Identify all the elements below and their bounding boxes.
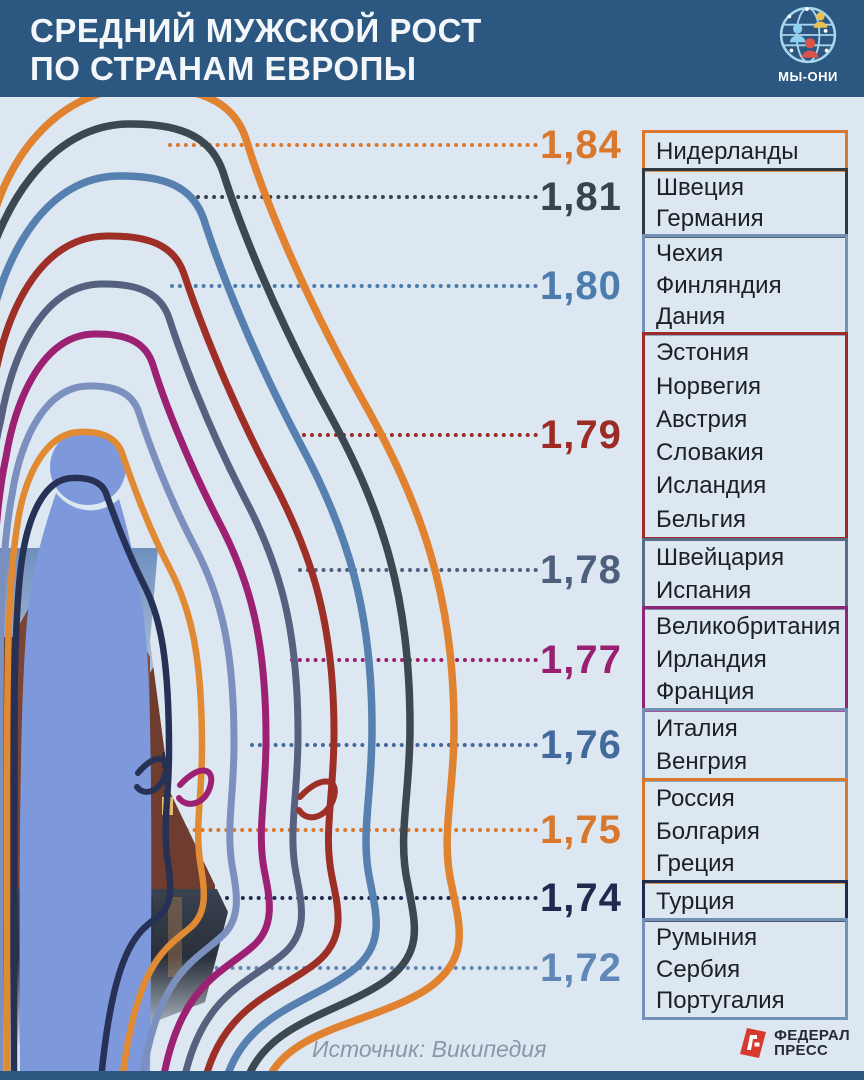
hand-squiggle xyxy=(134,756,170,795)
country-label: Болгария xyxy=(656,817,760,845)
country-label: Италия xyxy=(656,715,738,742)
federalpress-label-top: ФЕДЕРАЛ xyxy=(774,1027,850,1044)
country-label: Сербия xyxy=(656,955,741,983)
country-box-1-77: Великобритания Ирландия Франция xyxy=(642,606,848,712)
country-label: Великобритания xyxy=(656,612,841,640)
country-label: Греция xyxy=(656,850,735,878)
federalpress-label-bottom: ПРЕСС xyxy=(774,1042,829,1059)
country-label: Швеция xyxy=(656,173,744,201)
country-label: Чехия xyxy=(656,239,724,267)
height-value: 1,75 xyxy=(540,808,622,852)
silhouette-outline-1-77 xyxy=(0,330,273,1080)
silhouette-artwork xyxy=(0,97,464,1080)
country-box-1-81: Швеция Германия xyxy=(642,168,848,238)
country-box-1-75: Россия Болгария Греция xyxy=(642,778,848,884)
hand-squiggle xyxy=(176,767,215,807)
country-label: Словакия xyxy=(656,439,764,467)
country-box-1-79: Эстония Норвегия Австрия Словакия Исланд… xyxy=(642,332,848,540)
country-label: Нидерланды xyxy=(656,137,799,165)
silhouette-outline-1-80 xyxy=(0,172,380,1080)
brand-logo: МЫ-ОНИ xyxy=(768,4,848,84)
country-label: Румыния xyxy=(656,923,758,951)
leader-dots xyxy=(170,284,538,288)
federalpress-icon xyxy=(740,1028,767,1058)
height-value: 1,76 xyxy=(540,723,622,767)
height-value: 1,77 xyxy=(540,638,622,682)
leader-dots xyxy=(145,828,538,832)
country-label: Бельгия xyxy=(656,505,746,533)
silhouette-outline-1-78 xyxy=(0,280,305,1080)
country-box-1-76: Италия Венгрия xyxy=(642,708,848,782)
height-value: 1,72 xyxy=(540,946,622,990)
country-box-1-78: Швейцария Испания xyxy=(642,538,848,610)
height-value: 1,81 xyxy=(540,175,622,219)
country-label: Ирландия xyxy=(656,645,767,673)
height-value: 1,80 xyxy=(540,264,622,308)
country-box-1-72: Румыния Сербия Португалия xyxy=(642,918,848,1020)
silhouette-outline-1-76 xyxy=(0,382,240,1080)
country-box-1-74: Турция xyxy=(642,880,848,922)
federalpress-logo: ФЕДЕРАЛ ПРЕСС xyxy=(738,1027,850,1059)
height-value: 1,78 xyxy=(540,548,622,592)
header: СРЕДНИЙ МУЖСКОЙ РОСТ ПО СТРАНАМ ЕВРОПЫ М… xyxy=(0,0,864,97)
leader-dots xyxy=(95,966,538,970)
country-box-1-84: Нидерланды xyxy=(642,130,848,172)
country-label: Франция xyxy=(656,678,755,706)
silhouette-outline-1-74 xyxy=(10,474,174,1080)
bottom-bar xyxy=(0,1071,864,1080)
hand-squiggle xyxy=(296,778,338,821)
country-label: Дания xyxy=(656,303,726,331)
leader-dots xyxy=(250,743,538,747)
height-value: 1,79 xyxy=(540,413,622,457)
leader-dots xyxy=(168,143,538,147)
country-label: Турция xyxy=(656,887,735,915)
person-silhouette xyxy=(19,429,152,1080)
country-label: Россия xyxy=(656,784,735,812)
country-label: Венгрия xyxy=(656,748,748,775)
silhouette-outline-1-81 xyxy=(0,120,419,1080)
globe-people-icon xyxy=(779,6,837,64)
country-label: Австрия xyxy=(656,405,748,433)
silhouette-outline-1-84 xyxy=(0,97,464,1080)
leader-dots xyxy=(294,433,538,437)
country-label: Эстония xyxy=(656,339,749,367)
title-line-1: СРЕДНИЙ МУЖСКОЙ РОСТ xyxy=(30,12,482,49)
country-label: Исландия xyxy=(656,472,767,500)
leader-dots xyxy=(196,195,538,199)
leader-dots xyxy=(298,568,538,572)
country-label: Германия xyxy=(656,205,764,233)
country-label: Финляндия xyxy=(656,271,782,299)
country-label: Швейцария xyxy=(656,544,785,572)
height-value: 1,74 xyxy=(540,876,622,920)
country-box-1-80: Чехия Финляндия Дания xyxy=(642,234,848,336)
silhouette-outline-1-79 xyxy=(0,232,342,1080)
silhouette-outline-1-75 xyxy=(3,428,208,1080)
country-label: Португалия xyxy=(656,987,785,1015)
height-value: 1,84 xyxy=(540,123,622,167)
source-caption: Источник: Википедия xyxy=(312,1036,547,1062)
federalpress-label: ФЕДЕРАЛ ПРЕСС xyxy=(774,1028,850,1058)
brand-logo-label: МЫ-ОНИ xyxy=(778,69,838,84)
country-label: Испания xyxy=(656,576,752,604)
title-line-2: ПО СТРАНАМ ЕВРОПЫ xyxy=(30,50,417,87)
leader-dots xyxy=(290,658,538,662)
page-title: СРЕДНИЙ МУЖСКОЙ РОСТ ПО СТРАНАМ ЕВРОПЫ xyxy=(30,12,482,88)
country-label: Норвегия xyxy=(656,372,762,400)
